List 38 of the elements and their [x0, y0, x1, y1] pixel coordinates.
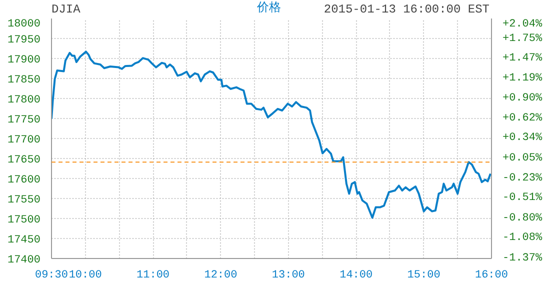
x-tick-label: 13:00: [272, 270, 305, 282]
y-tick-label: 17400: [7, 254, 41, 266]
y-tick-label: 17750: [7, 114, 41, 126]
text: 价格: [257, 0, 281, 16]
y-tick-label: 17800: [7, 94, 41, 106]
y-tick-label: 17650: [7, 154, 41, 166]
x-tick-label: 16:00: [474, 270, 508, 282]
y-tick-label: 17550: [7, 194, 41, 206]
x-tick-label: 14:00: [340, 270, 373, 282]
y2-tick-label: +0.62%: [502, 112, 543, 124]
y-tick-label: 17700: [7, 134, 41, 146]
y2-tick-label: +2.04%: [502, 18, 543, 30]
y2-tick-label: +1.47%: [502, 52, 543, 65]
chart-title: DJIA: [52, 2, 82, 16]
x-tick-label: 10:00: [68, 270, 102, 282]
y-tick-label: 17900: [7, 54, 41, 66]
y2-tick-label: -0.80%: [502, 212, 543, 224]
text: 2015-01-13 16:00:00 EST: [324, 2, 490, 16]
y-tick-label: 17500: [7, 214, 41, 226]
x-tick-label: 12:00: [204, 270, 238, 282]
x-tick-label: 15:00: [407, 270, 440, 282]
y2-tick-label: -0.23%: [502, 172, 543, 184]
x-tick-label: 11:00: [136, 270, 170, 282]
y2-tick-label: -1.08%: [502, 232, 543, 244]
y2-tick-label: +0.34%: [502, 132, 543, 144]
y-tick-label: 17850: [7, 74, 41, 86]
y2-tick-label: +0.05%: [502, 152, 543, 165]
y2-tick-label: -0.51%: [502, 192, 543, 204]
y2-tick-label: +1.75%: [502, 32, 543, 45]
line-series: [52, 50, 492, 219]
x-tick-label: 09:30: [34, 270, 68, 282]
y-tick-label: 17950: [7, 34, 41, 46]
y-tick-label: 17600: [7, 174, 41, 186]
y-tick-label: 17450: [7, 234, 41, 246]
y2-tick-label: +0.90%: [502, 92, 543, 105]
y2-tick-label: +1.19%: [502, 72, 543, 84]
y-tick-label: 18000: [7, 18, 41, 30]
y2-tick-label: -1.37%: [502, 252, 543, 264]
